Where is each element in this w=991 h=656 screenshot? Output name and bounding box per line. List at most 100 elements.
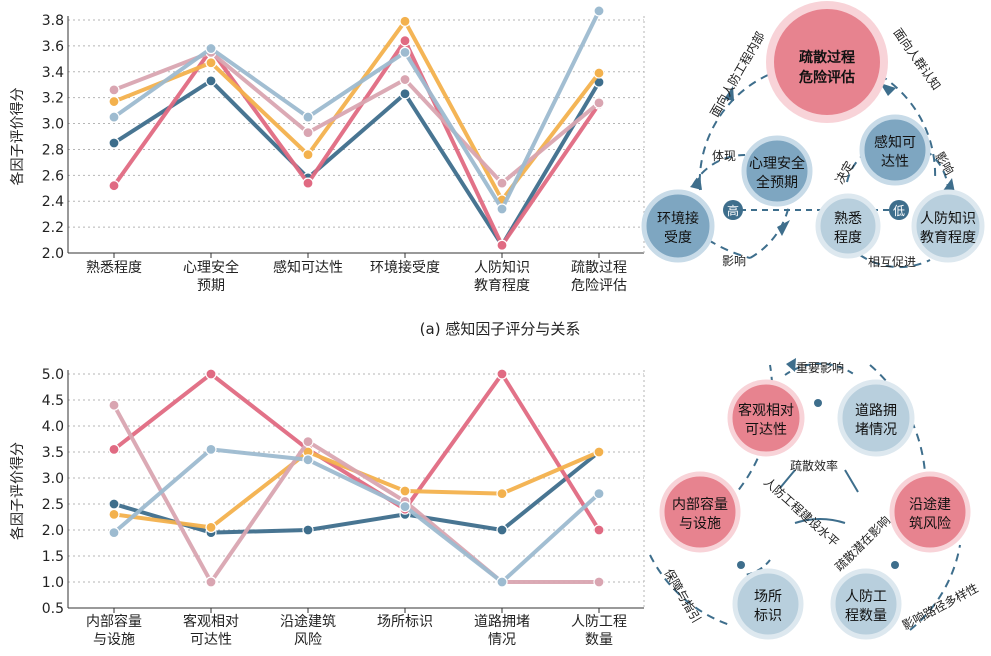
y-tick-label: 2.5 [42, 497, 64, 513]
data-point [205, 75, 217, 87]
x-tick-label: 内部容量 [86, 613, 142, 630]
node-env-line2: 受度 [664, 230, 692, 246]
data-point [302, 177, 314, 189]
data-point [496, 524, 508, 536]
node-psych [741, 135, 813, 207]
node-obj-line1: 客观相对 [738, 402, 794, 419]
y-tick-label: 3.0 [42, 471, 64, 487]
y-tick-label: 2.8 [42, 142, 64, 158]
data-point [108, 399, 120, 411]
data-point [205, 57, 217, 69]
data-point [205, 521, 217, 534]
node-inner-line1: 内部容量 [672, 496, 728, 513]
arc-inner [698, 74, 769, 191]
arrow-icon [942, 178, 955, 193]
data-point [302, 149, 314, 161]
data-point [399, 15, 411, 27]
x-tick-label: 环境接受度 [370, 259, 440, 276]
arrow-icon [880, 83, 896, 96]
data-point [399, 73, 411, 86]
data-point [399, 88, 411, 100]
arrow-icon [777, 220, 790, 236]
y-tick-label: 5.0 [42, 367, 64, 383]
node-risk [889, 471, 971, 553]
x-tick-label: 客观相对 [183, 613, 239, 630]
arrow-shusan-right [844, 469, 859, 493]
data-point [205, 443, 217, 455]
node-fam-line1: 熟悉 [834, 211, 862, 227]
arc-duoyang [909, 544, 961, 631]
x-tick-label: 危险评估 [571, 278, 627, 294]
node-road-line1: 道路拥 [855, 403, 897, 419]
y-tick-label: 3.0 [42, 117, 64, 133]
node-road-line2: 堵情况 [855, 422, 897, 438]
node-env-line1: 环境接 [657, 210, 699, 227]
node-center [766, 1, 888, 123]
x-tick-label: 风险 [294, 632, 322, 648]
x-tick-label: 可达性 [190, 632, 232, 648]
y-tick-label: 4.0 [42, 419, 64, 435]
data-point [302, 524, 314, 536]
badge-high [723, 200, 743, 220]
x-tick-label: 与设施 [93, 632, 135, 648]
x-tick-label: 情况 [488, 632, 516, 648]
node-risk-line2: 筑风险 [909, 516, 951, 532]
x-tick-label: 数量 [585, 632, 613, 648]
y-tick-label: 0.5 [42, 601, 64, 617]
data-point [108, 443, 120, 455]
y-tick-label: 2.6 [42, 168, 64, 184]
x-tick-label: 道路拥堵 [474, 614, 530, 630]
x-tick-label: 预期 [197, 278, 225, 294]
x-tick-label: 教育程度 [474, 278, 530, 294]
data-point [399, 485, 411, 497]
node-inner-line2: 与设施 [679, 516, 721, 532]
arc-zhongyao [784, 362, 856, 376]
series-line [112, 38, 601, 248]
data-point [593, 5, 605, 17]
dot-icon [737, 561, 745, 569]
node-acc [859, 114, 931, 186]
diagram-a: 疏散过程 危险评估 心理安全 全预期 环境接 受度 感知可 达性 熟悉 程度 人… [641, 1, 985, 269]
data-point [496, 576, 508, 588]
node-count-line1: 人防工 [845, 589, 887, 605]
data-point [593, 97, 605, 109]
data-point [496, 239, 508, 251]
data-point [593, 446, 605, 458]
node-env [641, 189, 715, 263]
node-obj-line2: 可达性 [745, 422, 787, 438]
data-point [399, 501, 411, 513]
badge-high-text: 高 [727, 203, 739, 218]
y-tick-label: 1.5 [42, 549, 64, 565]
arrow-center [794, 518, 846, 524]
node-psych-line1: 心理安全 [749, 155, 805, 172]
arrow-icon [786, 358, 796, 372]
data-point [108, 137, 120, 149]
y-tick-label: 2.4 [42, 194, 64, 210]
data-point [302, 436, 314, 448]
data-point [108, 508, 120, 521]
y-tick-label: 3.8 [42, 13, 64, 29]
node-edu-line1: 人防知识 [920, 210, 976, 227]
data-point [108, 180, 120, 192]
y-axis-label: 各因子评价得分 [9, 442, 26, 540]
badge-low [889, 200, 909, 220]
arc-jueding [846, 149, 871, 183]
dot-icon [814, 399, 822, 407]
x-tick-label: 疏散过程 [571, 260, 627, 276]
node-edu [911, 189, 985, 263]
data-point [108, 95, 120, 108]
y-tick-label: 2.0 [42, 523, 64, 539]
label-crowd: 面向人群认知 [891, 25, 945, 93]
label-shusan: 疏散效率 [790, 458, 838, 473]
node-acc-line2: 达性 [881, 154, 909, 170]
arrow-icon [690, 176, 702, 190]
y-tick-label: 2.0 [42, 246, 64, 262]
node-psych-line2: 全预期 [756, 174, 798, 191]
series-line [112, 8, 601, 211]
series-line [112, 447, 601, 584]
y-tick-label: 3.6 [42, 39, 64, 55]
node-sign-line1: 场所 [754, 589, 782, 605]
node-inner [659, 471, 741, 553]
node-fam [815, 193, 881, 259]
